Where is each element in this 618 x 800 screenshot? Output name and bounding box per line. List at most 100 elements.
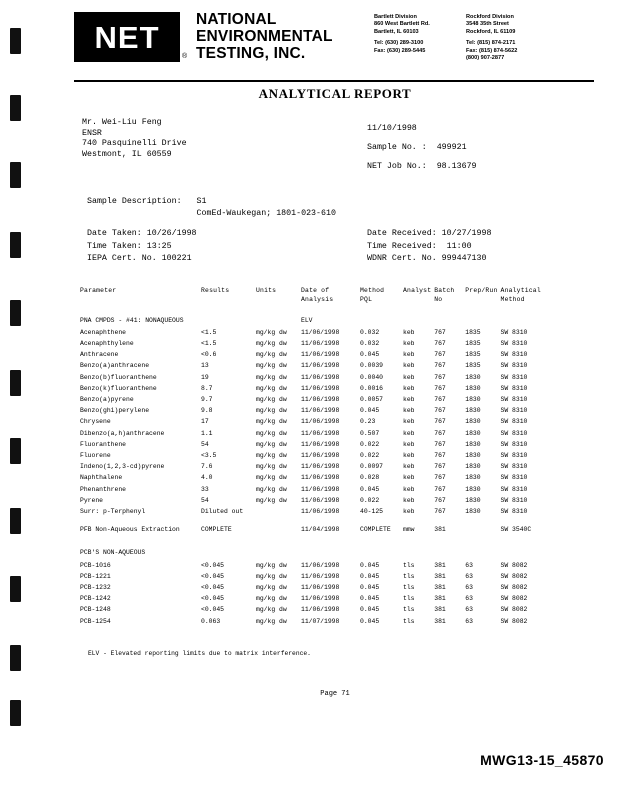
cell-parameter: Dibenzo(a,h)anthracene	[80, 429, 165, 437]
cell-date: 11/06/1998	[301, 384, 340, 392]
cell-date: 11/06/1998	[301, 606, 340, 614]
cell-analyst: keb	[403, 418, 415, 426]
cell-date: 11/06/1998	[301, 496, 340, 504]
cell-pql: 0.022	[360, 440, 380, 448]
company-name-line-2: ENVIRONMENTAL	[196, 28, 333, 45]
table-row: Acenaphthene <1.5 mg/kg dw 11/06/1998 0.032 k…	[80, 328, 550, 339]
cell-analyst: tls	[403, 595, 415, 603]
cell-analyst: tls	[403, 606, 415, 614]
cell-date: 11/06/1998	[301, 328, 340, 336]
cell-pql: 0.032	[360, 340, 380, 348]
cell-units: mg/kg dw	[256, 617, 287, 625]
cell-pql: 0.045	[360, 595, 380, 603]
cell-batch: 767	[434, 328, 446, 336]
cell-method: SW 8310	[500, 429, 528, 437]
table-row: Benzo(k)fluoranthene 8.7 mg/kg dw 11/06/199…	[80, 384, 550, 395]
cell-run: 1830	[465, 496, 481, 504]
cell-parameter: Benzo(b)fluoranthene	[80, 373, 157, 381]
cell-results: <0.045	[201, 583, 225, 591]
cell-pql: 0.045	[360, 485, 380, 493]
cell-run: 1830	[465, 463, 481, 471]
table-row: Anthracene <0.6 mg/kg dw 11/06/1998 0.045 keb…	[80, 350, 550, 361]
table-section-flag	[301, 543, 550, 560]
cell-pql: 0.0016	[360, 384, 384, 392]
cell-analyst: tls	[403, 572, 415, 580]
binder-hole	[10, 438, 21, 464]
cell-results: 54	[201, 496, 209, 504]
cell-results: 33	[201, 485, 209, 493]
cell-parameter: Indeno(1,2,3-cd)pyrene	[80, 463, 165, 471]
cell-units: mg/kg dw	[256, 496, 287, 504]
office-name: Rockford Division	[466, 14, 514, 20]
table-row: PCB-1221 <0.045 mg/kg dw 11/06/1998 0.045 tls…	[80, 572, 550, 583]
cell-batch: 381	[434, 606, 446, 614]
cell-run: 1830	[465, 373, 481, 381]
cell-pql: 0.022	[360, 496, 380, 504]
cell-method: SW 8082	[500, 583, 528, 591]
col-header-analytical-method: Analytical Method	[500, 287, 541, 304]
binder-holes-strip	[0, 0, 52, 740]
col-header-prep-run: Prep/Run	[465, 287, 498, 294]
table-row: Pyrene 54 mg/kg dw 11/06/1998 0.022 keb 767 183…	[80, 496, 550, 507]
cell-pql: COMPLETE	[360, 526, 391, 534]
table-section-header: PCB'S NON-AQUEOUS	[80, 543, 550, 560]
cell-pql: 0.028	[360, 474, 380, 482]
header-divider	[74, 80, 594, 82]
office-fax: Fax: (630) 289-5445	[374, 47, 426, 54]
cell-batch: 767	[434, 440, 446, 448]
cell-run: 1835	[465, 340, 481, 348]
cell-method: SW 8310	[500, 407, 528, 415]
cell-run: 63	[465, 617, 473, 625]
results-table: Parameter Results Units Date of Analysis…	[80, 286, 550, 628]
cell-run: 1830	[465, 485, 481, 493]
cell-analyst: tls	[403, 583, 415, 591]
cell-date: 11/06/1998	[301, 373, 340, 381]
binder-hole	[10, 508, 21, 534]
col-header-analyst: Analyst	[403, 287, 432, 294]
cell-method: SW 8310	[500, 328, 528, 336]
cell-run: 63	[465, 595, 473, 603]
cell-date: 11/06/1998	[301, 451, 340, 459]
cell-run: 1835	[465, 362, 481, 370]
cell-method: SW 8310	[500, 485, 528, 493]
cell-parameter: Benzo(a)pyrene	[80, 396, 134, 404]
cell-parameter: Anthracene	[80, 351, 119, 359]
col-header-parameter: Parameter	[80, 287, 117, 294]
cell-date: 11/06/1998	[301, 429, 340, 437]
cell-parameter: Chrysene	[80, 418, 111, 426]
cell-analyst: keb	[403, 362, 415, 370]
cell-batch: 767	[434, 485, 446, 493]
cell-run: 63	[465, 572, 473, 580]
cell-results: 19	[201, 373, 209, 381]
cell-parameter: Fluorene	[80, 451, 111, 459]
cell-analyst: keb	[403, 496, 415, 504]
cell-date: 11/06/1998	[301, 463, 340, 471]
cell-batch: 767	[434, 340, 446, 348]
cell-date: 11/04/1998	[301, 526, 340, 534]
cell-analyst: keb	[403, 474, 415, 482]
cell-units: mg/kg dw	[256, 440, 287, 448]
letterhead: NET ® NATIONAL ENVIRONMENTAL TESTING, IN…	[74, 11, 594, 78]
table-section-title: PNA CMPDS - #41: NONAQUEOUS	[80, 316, 184, 324]
cell-batch: 767	[434, 351, 446, 359]
office-fax: Fax: (815) 874-5622	[466, 47, 518, 54]
cell-pql: 0.0097	[360, 463, 384, 471]
cell-date: 11/06/1998	[301, 396, 340, 404]
cell-units: mg/kg dw	[256, 340, 287, 348]
office-city: Bartlett, IL 60103	[374, 28, 419, 35]
cell-run: 1830	[465, 407, 481, 415]
cell-batch: 381	[434, 526, 446, 534]
cell-batch: 767	[434, 362, 446, 370]
cell-results: <0.045	[201, 606, 225, 614]
cell-results: <1.5	[201, 328, 217, 336]
sample-description-block: Sample Description: S1 ComEd-Waukegan; 1…	[87, 197, 336, 218]
table-row: PFB Non-Aqueous Extraction COMPLETE 11/04/…	[80, 525, 550, 536]
cell-date: 11/06/1998	[301, 440, 340, 448]
cell-date: 11/06/1998	[301, 572, 340, 580]
cell-method: SW 8082	[500, 572, 528, 580]
table-row: Dibenzo(a,h)anthracene 1.1 mg/kg dw 11/06/1…	[80, 429, 550, 440]
cell-parameter: PCB-1232	[80, 583, 111, 591]
results-table-container: Parameter Results Units Date of Analysis…	[80, 286, 600, 628]
cell-parameter: Surr: p-Terphenyl	[80, 507, 146, 515]
table-row: Fluorene <3.5 mg/kg dw 11/06/1998 0.022 keb 76…	[80, 451, 550, 462]
